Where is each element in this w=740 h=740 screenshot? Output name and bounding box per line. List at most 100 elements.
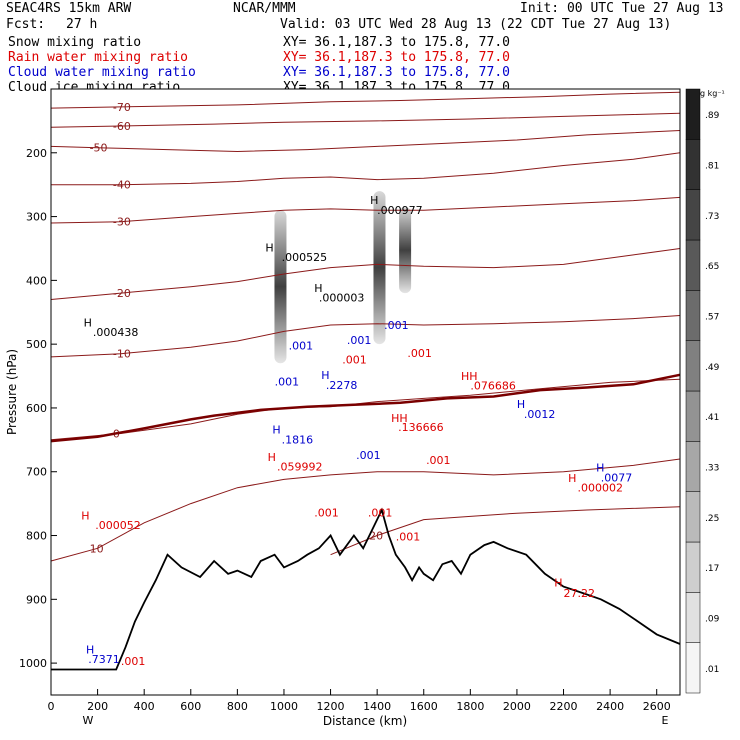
colorbar-label: .81 <box>705 162 719 172</box>
colorbar-label: .89 <box>705 111 720 121</box>
contour-label: .7371 <box>88 653 120 666</box>
valid-time: Valid: 03 UTC Wed 28 Aug 13 (22 CDT Tue … <box>280 17 672 32</box>
y-tick-label: 800 <box>26 530 47 543</box>
contour-label: .000002 <box>577 482 623 495</box>
colorbar-segment <box>685 88 701 140</box>
west-end-label: W <box>83 714 94 727</box>
contour-label: H <box>265 242 273 255</box>
contour-label: H <box>370 194 378 207</box>
contour-label: .001 <box>356 449 381 462</box>
y-tick-label: 200 <box>26 147 47 160</box>
contour-label: H <box>554 577 562 590</box>
contour-label: H <box>517 398 525 411</box>
colorbar-label: .01 <box>705 665 719 675</box>
x-tick-label: 400 <box>134 700 155 713</box>
y-tick-label: 600 <box>26 402 47 415</box>
contour-label: .001 <box>347 334 372 347</box>
x-tick-label: 1400 <box>363 700 391 713</box>
colorbar-label: .17 <box>705 564 719 574</box>
x-tick-label: 1600 <box>410 700 438 713</box>
x-tick-label: 0 <box>48 700 55 713</box>
x-tick-label: 2600 <box>643 700 671 713</box>
freezing-level-line <box>50 373 681 443</box>
y-tick-label: 900 <box>26 593 47 606</box>
colorbar-segment <box>685 340 701 392</box>
contour-label: H <box>272 423 280 436</box>
field-xy-snow: XY= 36.1,187.3 to 175.8, 77.0 <box>283 35 510 50</box>
colorbar-segment <box>685 592 701 643</box>
field-label-rain: Rain water mixing ratio <box>8 50 189 65</box>
contour-label: .000525 <box>282 251 328 264</box>
isotherm-line <box>50 130 681 153</box>
colorbar-segment <box>685 541 701 593</box>
contour-label: .001 <box>396 531 421 544</box>
x-tick-label: 200 <box>87 700 108 713</box>
field-label-cloud-water: Cloud water mixing ratio <box>8 65 196 80</box>
contour-label: .001 <box>342 353 367 366</box>
isotherm-line <box>50 458 681 562</box>
isotherm-label: -70 <box>113 101 131 114</box>
x-tick-label: 1200 <box>317 700 345 713</box>
isotherm-label: -60 <box>113 120 131 133</box>
x-tick-label: 2400 <box>596 700 624 713</box>
field-xy-cloud-water: XY= 36.1,187.3 to 175.8, 77.0 <box>283 65 510 80</box>
snow-column <box>399 207 412 294</box>
colorbar-segment <box>685 139 701 190</box>
east-end-label: E <box>662 714 669 727</box>
isotherm-line <box>330 506 681 556</box>
contour-label: .000977 <box>377 204 423 217</box>
colorbar-label: .09 <box>705 615 720 625</box>
contour-label: .000052 <box>95 519 141 532</box>
terrain-line <box>51 507 681 671</box>
colorbar-segment <box>685 189 701 241</box>
contour-label: .2278 <box>326 379 358 392</box>
colorbar-label: .33 <box>705 464 719 474</box>
colorbar: .01 .09 .17 .25 .33 .41 .49 .57 .65 .73 .81 .89 <box>685 88 720 694</box>
colorbar-label: .25 <box>705 514 719 524</box>
contour-label: .001 <box>368 506 393 519</box>
contour-label: .001 <box>407 347 432 360</box>
colorbar-segment <box>685 491 701 543</box>
field-label-snow: Snow mixing ratio <box>8 35 142 50</box>
colorbar-label: .49 <box>705 363 720 373</box>
colorbar-label: .73 <box>705 212 719 222</box>
isotherm-label: -20 <box>113 287 131 300</box>
contour-label: .001 <box>314 506 339 519</box>
contour-label: .136666 <box>398 421 444 434</box>
contour-label: .001 <box>289 339 314 352</box>
contour-label: .0077 <box>601 471 633 484</box>
colorbar-label: .57 <box>705 313 719 323</box>
y-tick-label: 500 <box>26 338 47 351</box>
y-tick-label: 700 <box>26 466 47 479</box>
plot-frame <box>50 88 681 696</box>
fcst-label: Fcst: <box>6 17 46 32</box>
isotherm-line <box>50 91 681 109</box>
y-tick-label: 300 <box>26 211 47 224</box>
contour-label: .001 <box>121 655 146 668</box>
contour-label: .001 <box>384 319 409 332</box>
snow-column <box>373 191 386 345</box>
contour-label: 27.22 <box>564 587 596 600</box>
field-xy-rain: XY= 36.1,187.3 to 175.8, 77.0 <box>283 50 510 65</box>
contour-label: H <box>314 282 322 295</box>
model-title: SEAC4RS 15km ARW <box>6 1 132 16</box>
colorbar-segment <box>685 441 701 492</box>
isotherm-line <box>50 315 681 358</box>
contour-label: H <box>568 472 576 485</box>
x-axis-label: Distance (km) <box>323 714 407 728</box>
y-tick-label: 400 <box>26 274 47 287</box>
plot-background <box>51 89 680 695</box>
contour-label: HH <box>461 370 478 383</box>
contour-label: .1816 <box>282 434 314 447</box>
contour-label: .001 <box>426 454 451 467</box>
colorbar-label: .65 <box>705 262 719 272</box>
x-tick-label: 2000 <box>503 700 531 713</box>
colorbar-unit: g kg⁻¹ <box>700 89 725 98</box>
contour-label: H <box>84 316 92 329</box>
org-label: NCAR/MMM <box>233 1 296 16</box>
contour-label: H <box>268 451 276 464</box>
contour-label: .076686 <box>470 379 516 392</box>
contour-label: .0012 <box>524 408 556 421</box>
isotherm-line <box>50 196 681 224</box>
